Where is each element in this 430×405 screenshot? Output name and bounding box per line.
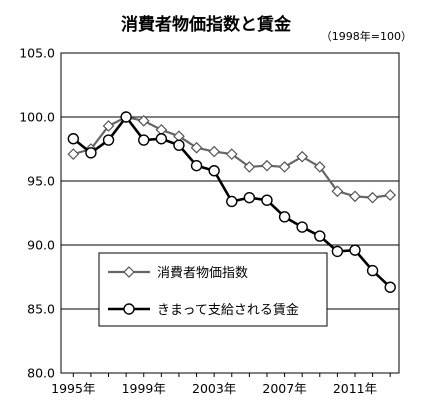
data-point [384,281,396,293]
series-layer [67,111,397,293]
data-point [314,230,326,242]
y-tick-label: 90.0 [27,238,55,253]
data-point [313,161,326,173]
legend-marker-wage [123,303,135,315]
data-point [349,190,361,203]
x-tick-label: 1999年 [122,381,166,396]
data-point [190,159,203,172]
data-point [138,134,150,146]
data-point [243,161,256,173]
data-point [261,194,273,206]
y-tick-label: 95.0 [27,174,55,189]
data-point [208,165,220,177]
data-point [85,147,97,159]
data-point [225,148,238,160]
data-point [155,133,168,145]
data-point [331,245,344,258]
data-point [349,244,361,256]
data-point [208,145,221,158]
legend-label-cpi: 消費者物価指数 [157,266,248,281]
data-point [120,111,132,123]
data-point [261,159,273,172]
chart-subtitle: （1998年=100） [321,29,412,43]
data-point [278,161,291,173]
legend: 消費者物価指数 きまって支給される賃金 [98,252,328,327]
y-tick-label: 80.0 [27,366,55,381]
series-cpi [67,111,397,204]
x-tick-label: 1995年 [51,381,95,396]
data-point [226,195,238,208]
data-point [102,134,115,146]
chart-title: 消費者物価指数と賃金 [121,14,292,35]
plot-area [60,52,400,374]
data-point [67,148,80,160]
data-point [67,133,80,145]
x-axis: 1995年 1999年 2003年 2007年 2011年 [51,373,391,396]
data-point [296,221,308,233]
data-point [243,191,256,204]
data-point [296,150,309,163]
x-tick-label: 2011年 [333,381,377,396]
data-point [102,120,115,132]
legend-label-wage: きまって支給される賃金 [157,302,299,318]
data-point [331,185,344,198]
data-point [384,189,397,201]
y-axis: 80.0 85.0 90.0 95.0 100.0 105.0 [19,46,55,381]
data-point [190,141,203,154]
y-tick-label: 85.0 [27,302,55,317]
y-tick-label: 105.0 [19,46,55,61]
series-wage [67,111,396,293]
x-tick-label: 2003年 [192,381,236,396]
y-tick-label: 100.0 [19,110,55,125]
data-point [173,139,185,151]
data-point [137,114,150,127]
legend-box [98,252,328,327]
data-point [366,191,379,204]
x-tick-label: 2007年 [262,381,306,396]
legend-marker-cpi [123,266,135,278]
data-point [366,264,379,277]
data-point [278,211,291,223]
